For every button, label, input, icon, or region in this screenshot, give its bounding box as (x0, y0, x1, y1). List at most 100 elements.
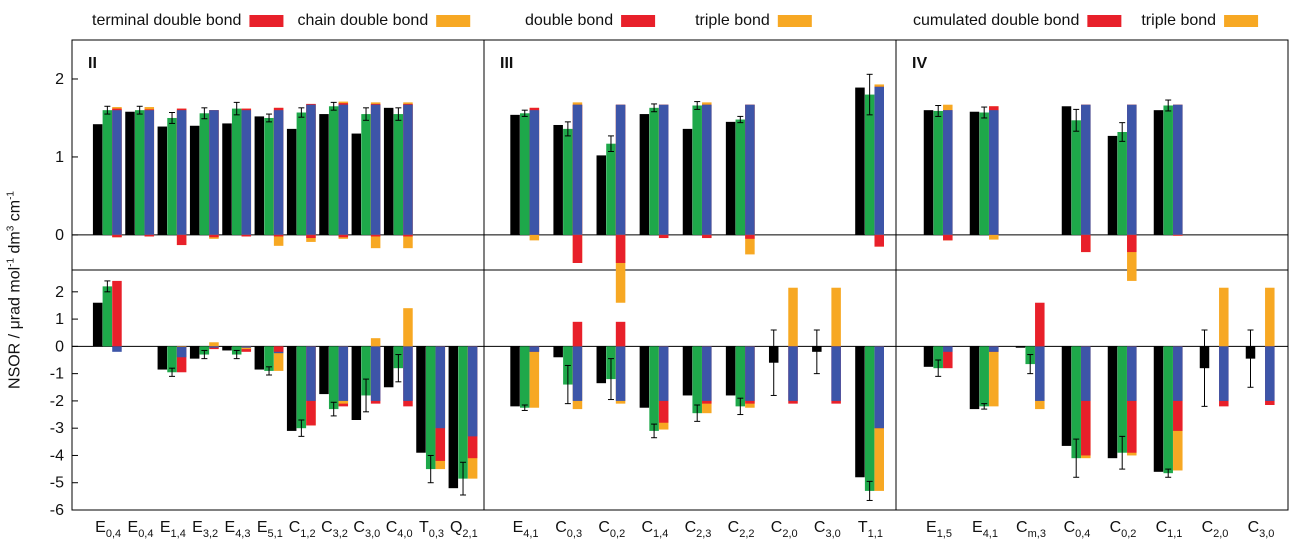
bar-black (1153, 346, 1164, 472)
bar-red-negative (112, 234, 122, 238)
x-tick-subscript: 3,2 (203, 528, 218, 540)
bar-orange-negative (403, 234, 413, 249)
x-tick-label: C2,2 (728, 519, 755, 540)
x-tick-subscript: 3,0 (365, 528, 380, 540)
bar-red-negative (702, 234, 712, 239)
bar-green (328, 106, 339, 235)
bar-green (296, 346, 307, 429)
x-tick-subscript: 1,4 (653, 528, 668, 540)
bar-red-negative (745, 234, 755, 239)
x-tick-label: C0,2 (598, 519, 625, 540)
bar-green (933, 110, 943, 235)
bar-blue (435, 346, 446, 429)
bar-black (1107, 346, 1118, 459)
x-tick-subscript: 2,3 (696, 528, 711, 540)
panel-label: II (88, 55, 97, 72)
x-tick-label: C3,0 (353, 519, 380, 540)
x-tick-label: Q2,1 (450, 519, 478, 540)
x-tick-subscript: 2,1 (462, 528, 477, 540)
x-tick-label: C1,2 (289, 519, 316, 540)
bar-black (351, 346, 362, 420)
bar-blue (1219, 346, 1229, 401)
bar-orange-negative (1127, 234, 1137, 281)
x-tick-subscript: 1,1 (1167, 528, 1182, 540)
bar-red (1035, 302, 1045, 347)
bar-orange-negative (370, 234, 381, 249)
bar-blue (241, 110, 252, 235)
bar-red-negative (658, 234, 669, 239)
x-tick-label: C1,1 (1156, 519, 1183, 540)
bar-green (425, 346, 436, 470)
bar-green (1117, 132, 1127, 235)
x-tick-label: E3,2 (192, 519, 218, 540)
bar-orange-negative (745, 234, 755, 255)
x-tick-subscript: 1,1 (868, 528, 883, 540)
bar-black (510, 346, 520, 407)
legend-swatch (777, 15, 812, 27)
bar-blue (176, 110, 187, 235)
x-tick-subscript: 0,4 (1075, 528, 1090, 540)
bar-blue (338, 104, 349, 235)
bar-green (296, 112, 307, 235)
bar-blue (1127, 104, 1137, 235)
bar-green (735, 119, 746, 235)
x-tick-subscript: 3,0 (1259, 528, 1274, 540)
y-tick-label: -5 (50, 475, 64, 492)
bar-red-negative (209, 234, 219, 238)
bar-black (969, 111, 980, 235)
bar-blue (1127, 346, 1137, 401)
bar-black (855, 87, 865, 235)
bar-black (254, 116, 265, 235)
y-tick-label: 2 (55, 284, 64, 301)
bar-black (416, 346, 426, 453)
bar-red-negative (144, 234, 155, 237)
legend-swatch (621, 15, 656, 27)
bar-blue (467, 346, 478, 437)
bar-orange (788, 287, 798, 347)
bar-red (176, 346, 187, 373)
x-tick-subscript: m,3 (1028, 528, 1046, 540)
bar-red (241, 346, 252, 352)
x-tick-label: E0,4 (95, 519, 121, 540)
y-axis-label-sup3: -1 (5, 191, 17, 200)
bar-black (682, 346, 693, 396)
y-tick-label: 1 (55, 311, 64, 328)
bar-blue (144, 110, 155, 235)
y-tick-label: 1 (55, 149, 64, 166)
x-tick-label: C0,3 (555, 519, 582, 540)
bar-green (979, 112, 989, 235)
x-tick-label: E4,1 (513, 519, 539, 540)
plot-frame (71, 39, 1289, 511)
y-axis-label-mid: dm (6, 231, 24, 258)
bar-red-negative (572, 234, 583, 263)
bar-blue (1173, 104, 1183, 235)
bar-blue (209, 110, 219, 235)
bar-green (361, 114, 371, 235)
bar-green (458, 346, 468, 479)
bar-green (199, 113, 210, 235)
y-tick-label: -3 (50, 420, 64, 437)
x-tick-subscript: 4,3 (235, 528, 250, 540)
bar-green (520, 113, 530, 235)
bar-black (969, 346, 980, 410)
bar-blue (176, 346, 187, 358)
bar-black (725, 346, 736, 396)
x-tick-subscript: 1,4 (171, 528, 186, 540)
bar-red (572, 321, 583, 347)
x-tick-label: T1,1 (858, 519, 883, 540)
bar-green (102, 286, 113, 347)
panel-label: IV (912, 55, 927, 72)
x-tick-subscript: 5,1 (268, 528, 283, 540)
bar-blue (306, 104, 316, 235)
bar-black (510, 114, 520, 235)
bar-red-negative (306, 234, 316, 239)
bar-red-negative (615, 234, 626, 263)
bar-green (520, 346, 530, 408)
bar-green (563, 128, 573, 235)
bar-red-negative (874, 234, 884, 247)
bar-blue (831, 346, 841, 401)
bar-green (167, 117, 177, 235)
bar-black (639, 346, 650, 408)
legend-label: triple bond (1141, 12, 1216, 29)
bar-blue (529, 110, 540, 235)
